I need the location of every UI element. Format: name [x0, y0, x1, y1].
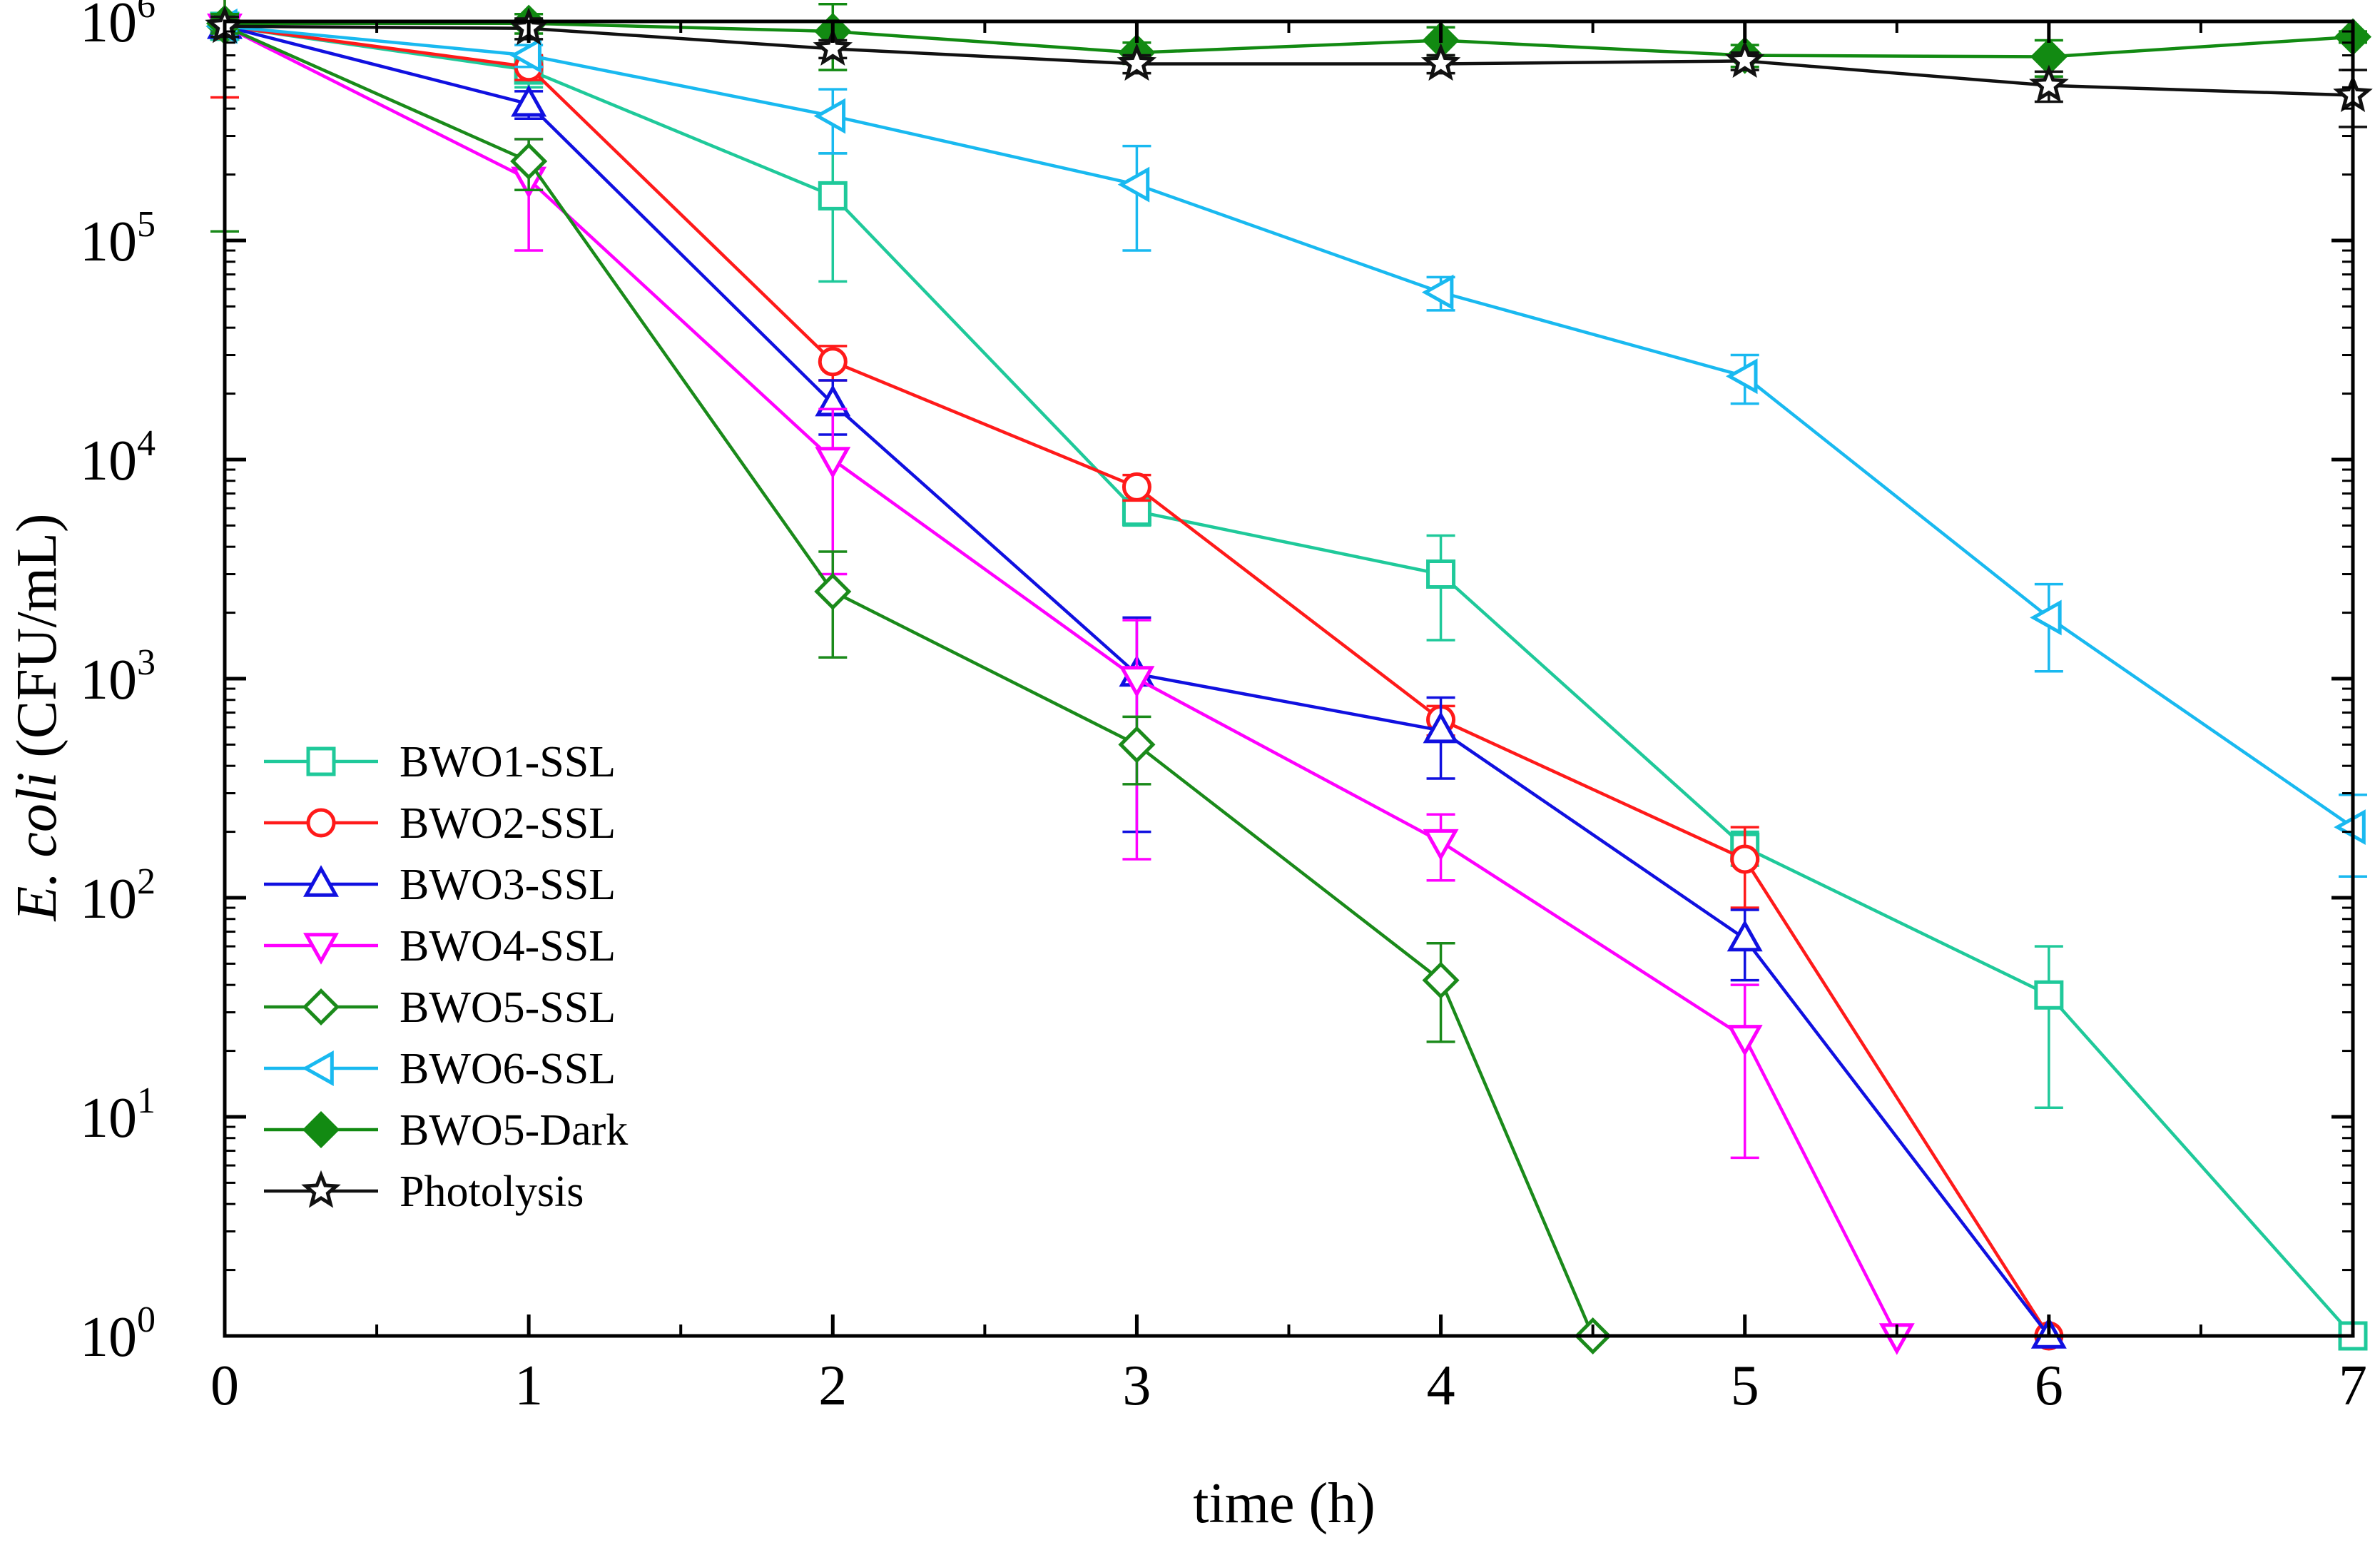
series-line: [225, 21, 2354, 59]
data-point: [1119, 666, 1155, 698]
y-tick-exponent: 1: [137, 1080, 156, 1121]
legend-entry: BWO3-SSL: [264, 861, 616, 909]
series-line: [224, 24, 1595, 1337]
y-tick-base: 10: [80, 1087, 137, 1150]
legend-marker: [302, 1050, 334, 1086]
data-point: [818, 347, 848, 377]
legend-entry: Photolysis: [264, 1167, 584, 1216]
data-point: [2029, 64, 2069, 103]
y-tick-base: 10: [80, 1306, 137, 1369]
y-tick-base: 10: [80, 211, 137, 273]
y-tick-label: 102: [80, 861, 156, 931]
legend-marker: [303, 865, 339, 897]
y-tick-label: 104: [80, 423, 156, 492]
y-axis-title: E. coli (CFU/mL): [6, 513, 68, 921]
legend-label: BWO5-SSL: [400, 983, 616, 1032]
data-point: [1726, 358, 1758, 395]
legend-label: BWO2-SSL: [400, 799, 616, 848]
data-point: [814, 572, 852, 610]
data-point: [1426, 559, 1456, 589]
data-point: [1730, 844, 1760, 874]
y-tick-exponent: 4: [137, 423, 156, 464]
legend-marker: [306, 808, 336, 838]
data-point: [815, 447, 851, 479]
legend-marker: [303, 933, 339, 965]
legend-entry: BWO5-SSL: [264, 983, 616, 1032]
legend-entry: BWO5-Dark: [264, 1106, 628, 1155]
data-point: [511, 84, 547, 117]
y-tick-label: 100: [80, 1300, 156, 1369]
y-tick-label: 103: [80, 642, 156, 711]
data-point: [818, 181, 848, 211]
x-tick-label: 1: [514, 1354, 543, 1417]
x-axis-title: time (h): [1193, 1472, 1375, 1535]
y-tick-exponent: 5: [137, 204, 156, 245]
data-point: [1117, 43, 1157, 81]
data-point: [1726, 919, 1763, 952]
legend: BWO1-SSL BWO2-SSL BWO3-SSL BWO4-SSL BWO5-SSL…: [264, 738, 628, 1216]
legend-entry: BWO2-SSL: [264, 799, 616, 848]
legend-entry: BWO4-SSL: [264, 922, 616, 971]
y-tick-base: 10: [80, 649, 137, 711]
series-line: [224, 24, 2354, 97]
data-point: [510, 142, 548, 180]
legend-marker: [306, 746, 336, 776]
data-point: [2334, 809, 2366, 846]
data-point: [1117, 166, 1150, 203]
legend-label: BWO3-SSL: [400, 861, 616, 909]
data-point: [509, 37, 541, 74]
y-tick-base: 10: [80, 430, 137, 492]
data-point: [1421, 274, 1454, 310]
y-tick-exponent: 6: [137, 0, 156, 26]
x-tick-label: 6: [2035, 1354, 2063, 1417]
legend-entry: BWO6-SSL: [264, 1045, 616, 1093]
data-point: [2034, 980, 2064, 1010]
data-point: [2030, 599, 2062, 636]
y-axis-title-italic: E. coli: [6, 772, 68, 922]
y-tick-label: 101: [80, 1080, 156, 1150]
series-line: [224, 24, 2354, 829]
x-tick-label: 2: [818, 1354, 847, 1417]
legend-marker: [302, 1110, 340, 1149]
y-tick-exponent: 3: [137, 642, 156, 683]
legend-label: BWO6-SSL: [400, 1045, 616, 1093]
legend-label: Photolysis: [400, 1167, 584, 1216]
legend-label: BWO5-Dark: [400, 1106, 628, 1155]
x-tick-label: 3: [1122, 1354, 1151, 1417]
data-point: [1726, 1025, 1763, 1057]
legend-marker: [301, 1170, 341, 1208]
legend-label: BWO4-SSL: [400, 922, 616, 971]
legend-entry: BWO1-SSL: [264, 738, 616, 786]
legend-marker: [302, 988, 340, 1026]
x-tick-label: 5: [1731, 1354, 1759, 1417]
x-tick-label: 7: [2339, 1354, 2367, 1417]
x-tick-label: 4: [1427, 1354, 1455, 1417]
data-point: [1423, 829, 1459, 861]
y-tick-exponent: 0: [137, 1300, 156, 1340]
data-point: [1423, 711, 1459, 744]
y-tick-label: 105: [80, 204, 156, 273]
data-point: [813, 98, 846, 134]
data-point: [1420, 43, 1461, 81]
data-point: [1118, 726, 1156, 764]
y-tick-base: 10: [80, 0, 137, 54]
series-line: [224, 24, 2354, 1337]
y-tick-exponent: 2: [137, 861, 156, 902]
y-tick-label: 106: [80, 0, 156, 54]
data-point: [1422, 961, 1460, 999]
legend-label: BWO1-SSL: [400, 738, 616, 786]
data-point: [1724, 40, 1765, 78]
data-point: [813, 28, 853, 66]
x-tick-label: 0: [210, 1354, 239, 1417]
series-bwo5-dark: [205, 2, 2372, 78]
y-axis-title-unit: (CFU/mL): [6, 513, 68, 771]
y-tick-base: 10: [80, 868, 137, 931]
data-point: [1122, 497, 1151, 527]
data-point: [1122, 472, 1151, 502]
